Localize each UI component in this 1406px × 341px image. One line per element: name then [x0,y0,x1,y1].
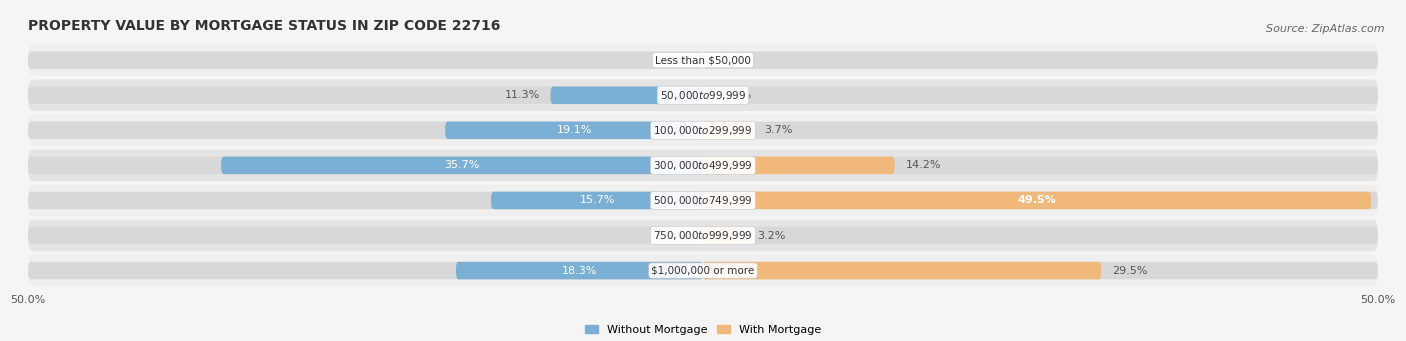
Text: 14.2%: 14.2% [905,160,941,170]
FancyBboxPatch shape [28,121,703,139]
Text: $50,000 to $99,999: $50,000 to $99,999 [659,89,747,102]
FancyBboxPatch shape [28,192,703,209]
FancyBboxPatch shape [703,51,1378,69]
FancyBboxPatch shape [28,79,1378,111]
Text: 49.5%: 49.5% [1018,195,1056,205]
Text: 3.2%: 3.2% [756,231,786,240]
FancyBboxPatch shape [703,157,894,174]
FancyBboxPatch shape [703,192,1371,209]
FancyBboxPatch shape [703,157,1378,174]
FancyBboxPatch shape [703,262,1101,279]
FancyBboxPatch shape [456,262,703,279]
Text: PROPERTY VALUE BY MORTGAGE STATUS IN ZIP CODE 22716: PROPERTY VALUE BY MORTGAGE STATUS IN ZIP… [28,19,501,33]
Legend: Without Mortgage, With Mortgage: Without Mortgage, With Mortgage [581,320,825,339]
FancyBboxPatch shape [28,185,1378,216]
Text: 18.3%: 18.3% [562,266,598,276]
Text: $1,000,000 or more: $1,000,000 or more [651,266,755,276]
Text: 35.7%: 35.7% [444,160,479,170]
Text: $100,000 to $299,999: $100,000 to $299,999 [654,124,752,137]
FancyBboxPatch shape [28,87,703,104]
FancyBboxPatch shape [28,227,703,244]
FancyBboxPatch shape [28,51,703,69]
FancyBboxPatch shape [28,157,703,174]
FancyBboxPatch shape [28,150,1378,181]
FancyBboxPatch shape [703,121,1378,139]
FancyBboxPatch shape [28,115,1378,146]
FancyBboxPatch shape [703,227,1378,244]
FancyBboxPatch shape [28,262,703,279]
Text: 3.7%: 3.7% [763,125,792,135]
Text: $500,000 to $749,999: $500,000 to $749,999 [654,194,752,207]
FancyBboxPatch shape [446,121,703,139]
FancyBboxPatch shape [28,255,1378,286]
Text: 29.5%: 29.5% [1112,266,1147,276]
Text: 0.0%: 0.0% [723,90,751,100]
Text: 0.0%: 0.0% [723,55,751,65]
FancyBboxPatch shape [28,220,1378,251]
Text: Source: ZipAtlas.com: Source: ZipAtlas.com [1267,24,1385,34]
FancyBboxPatch shape [703,262,1378,279]
Text: 15.7%: 15.7% [579,195,614,205]
FancyBboxPatch shape [703,121,754,139]
Text: 11.3%: 11.3% [505,90,540,100]
FancyBboxPatch shape [703,227,747,244]
Text: $750,000 to $999,999: $750,000 to $999,999 [654,229,752,242]
Text: 0.0%: 0.0% [655,55,683,65]
Text: $300,000 to $499,999: $300,000 to $499,999 [654,159,752,172]
FancyBboxPatch shape [703,87,1378,104]
FancyBboxPatch shape [703,192,1378,209]
Text: 19.1%: 19.1% [557,125,592,135]
FancyBboxPatch shape [551,87,703,104]
FancyBboxPatch shape [28,44,1378,76]
FancyBboxPatch shape [491,192,703,209]
FancyBboxPatch shape [221,157,703,174]
Text: Less than $50,000: Less than $50,000 [655,55,751,65]
Text: 0.0%: 0.0% [655,231,683,240]
